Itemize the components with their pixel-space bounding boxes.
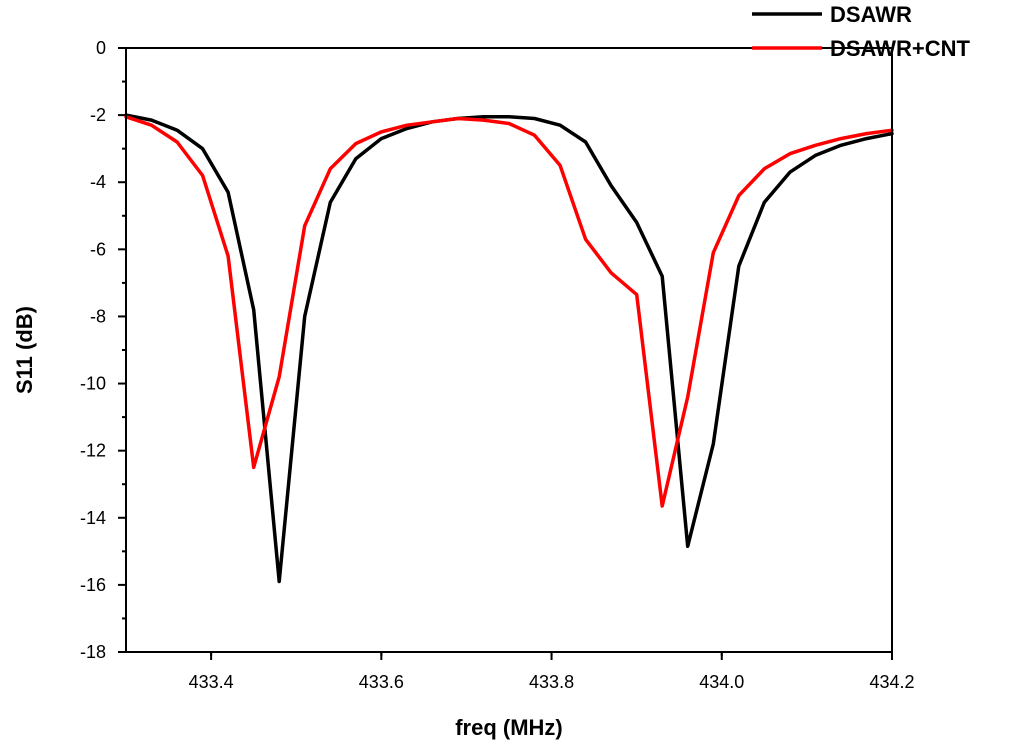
legend-label: DSAWR: [830, 2, 912, 27]
x-tick-label: 433.6: [359, 672, 404, 692]
plot-frame: [125, 47, 893, 653]
y-tick-label: -8: [90, 306, 106, 326]
plot-series: [124, 113, 894, 584]
legend-label: DSAWR+CNT: [830, 36, 971, 61]
x-tick-label: 433.8: [529, 672, 574, 692]
x-axis-tick-labels: 433.4 433.6 433.8 434.0 434.2: [189, 672, 915, 692]
x-tick-label: 434.0: [699, 672, 744, 692]
series-line-dsawr-cnt: [124, 115, 894, 508]
y-tick-label: -4: [90, 172, 106, 192]
y-tick-label: -12: [80, 441, 106, 461]
y-tick-label: -14: [80, 508, 106, 528]
y-tick-label: -2: [90, 105, 106, 125]
y-axis-title: S11 (dB): [12, 306, 37, 394]
y-axis-tick-labels: 0 -2 -4 -6 -8 -10 -12 -14 -16 -18: [80, 38, 106, 662]
y-axis-ticks: [118, 47, 126, 653]
y-tick-label: -10: [80, 374, 106, 394]
x-axis-title: freq (MHz): [455, 715, 563, 740]
x-tick-label: 434.2: [869, 672, 914, 692]
y-tick-label: 0: [96, 38, 106, 58]
y-tick-label: -6: [90, 239, 106, 259]
legend: DSAWR DSAWR+CNT: [752, 2, 971, 61]
x-tick-label: 433.4: [189, 672, 234, 692]
x-axis-ticks: [210, 652, 893, 660]
y-tick-label: -18: [80, 642, 106, 662]
series-line-dsawr: [124, 113, 894, 584]
y-tick-label: -16: [80, 575, 106, 595]
